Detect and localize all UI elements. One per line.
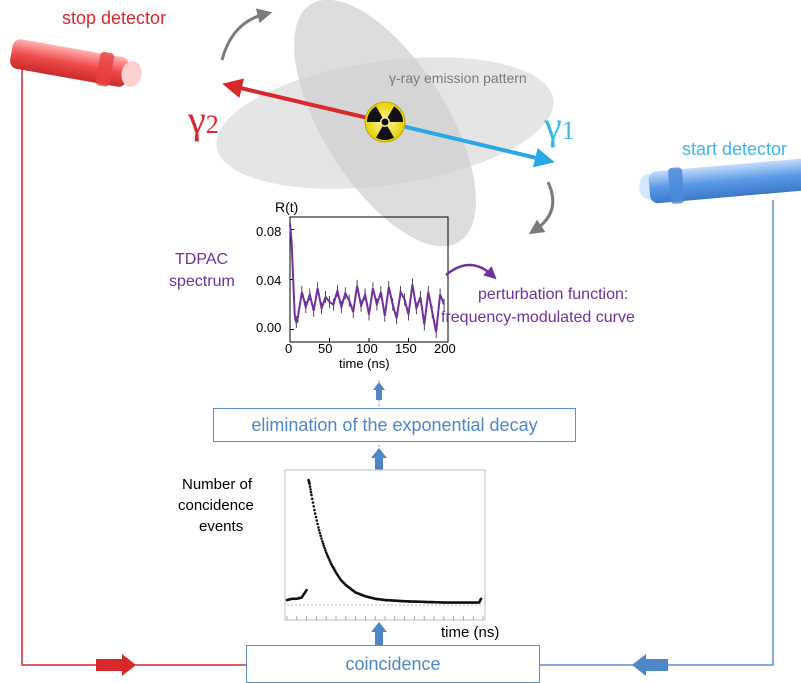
decay-xlabel: time (ns) — [441, 624, 500, 641]
decay-point — [324, 549, 327, 552]
decay-label-line2: concidence — [178, 497, 254, 514]
radiation-icon — [364, 101, 406, 143]
decay-point — [311, 501, 315, 504]
tdpac-label-line2: spectrum — [169, 273, 235, 290]
decay-point — [316, 522, 319, 526]
gamma2-symbol: γ — [188, 97, 206, 142]
decay-point — [315, 519, 319, 522]
emission-pattern-label: γ-ray emission pattern — [389, 70, 527, 86]
stop-signal-line — [21, 65, 248, 666]
perturbation-arrow — [445, 263, 497, 280]
tdpac-ytick-008: 0.08 — [256, 224, 282, 239]
decay-point — [309, 488, 312, 491]
start-signal-line — [538, 200, 774, 666]
decay-point — [314, 515, 318, 519]
decay-point — [322, 544, 326, 548]
tdpac-xtick-200: 200 — [434, 341, 456, 356]
decay-point — [319, 534, 323, 538]
decay-point — [313, 508, 316, 512]
gamma2-arrow — [222, 78, 386, 124]
perturbation-label-line2: frequency-modulated curve — [441, 309, 635, 326]
tdpac-label-line1: TDPAC — [175, 251, 229, 268]
stop-detector-label: stop detector — [62, 8, 167, 28]
decay-point — [310, 497, 314, 501]
coincidence-box: coincidence — [246, 645, 540, 683]
tdpac-xtick-100: 100 — [356, 341, 378, 356]
decay-point — [320, 537, 323, 540]
decay-point — [318, 531, 322, 535]
decay-label-line3: events — [199, 518, 244, 535]
tdpac-ylabel: R(t) — [275, 199, 299, 215]
decay-point — [309, 490, 313, 494]
decay-point — [323, 546, 326, 550]
start-arrow-icon — [632, 654, 668, 676]
gamma1-symbol: γ — [544, 103, 562, 148]
decay-points — [285, 478, 483, 604]
stop-detector-icon — [10, 39, 142, 87]
flow-arrow-3 — [373, 382, 385, 400]
rotation-arrow-top — [220, 8, 273, 61]
tdpac-xtick-150: 150 — [395, 341, 417, 356]
decay-xticks — [286, 616, 484, 620]
decay-point — [313, 512, 317, 515]
gamma2-label: γ2 — [188, 96, 219, 143]
decay-point — [321, 540, 324, 543]
flow-arrow-1 — [371, 622, 387, 646]
tdpac-xtick-50: 50 — [318, 341, 333, 356]
gamma1-label: γ1 — [544, 102, 575, 149]
start-detector-icon — [639, 158, 801, 204]
flow-arrow-2 — [371, 448, 387, 470]
decay-point — [317, 526, 320, 529]
decay-point — [308, 482, 311, 486]
perturbation-label-line1: perturbation function: — [478, 286, 629, 303]
elimination-box: elimination of the exponential decay — [213, 408, 576, 442]
tdpac-series-line — [289, 223, 445, 333]
tdpac-ytick-000: 0.00 — [256, 320, 282, 335]
decay-point — [305, 588, 308, 592]
decay-plot — [284, 469, 486, 621]
decay-label-line1: Number of — [182, 476, 253, 493]
decay-point — [321, 542, 325, 545]
tdpac-ytick-004: 0.04 — [256, 273, 282, 288]
tdpac-xlabel: time (ns) — [339, 356, 390, 371]
decay-frame — [284, 469, 486, 621]
stop-arrow-icon — [96, 654, 136, 676]
decay-point — [308, 485, 312, 488]
decay-point — [312, 505, 316, 508]
gamma2-subscript: 2 — [205, 110, 219, 139]
gamma1-arrow — [384, 120, 555, 168]
decay-point — [479, 597, 483, 601]
gamma1-subscript: 1 — [561, 116, 575, 145]
tdpac-xtick-0: 0 — [285, 341, 293, 356]
start-detector-label: start detector — [682, 139, 788, 159]
decay-point — [310, 493, 313, 497]
rotation-arrow-bottom — [528, 181, 555, 235]
tdpac-plot — [289, 216, 449, 343]
decay-point — [317, 529, 321, 532]
